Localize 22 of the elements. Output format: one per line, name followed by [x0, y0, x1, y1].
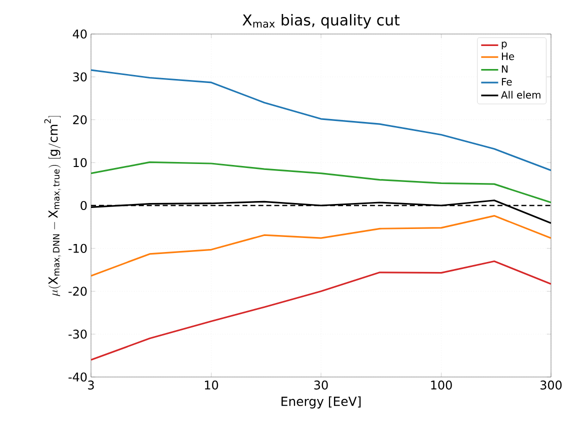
y-tick-label: 40 — [72, 29, 87, 39]
x-tick-label: 10 — [204, 380, 218, 390]
y-tick-label: -20 — [68, 286, 87, 296]
legend-label: N — [502, 65, 508, 73]
y-axis-title: $\mu(\mathrm{X}_{\mathrm{max,\,DNN}} - \mathrm{X}_{\mathrm{max,\,true}})\ [\mathrm{g/cm^{2}}]$ — [44, 116, 62, 296]
y-tick-label: 20 — [73, 115, 87, 124]
legend-label: p — [502, 42, 507, 50]
legend-label: Fe — [502, 78, 512, 86]
x-tick-label: 3 — [88, 380, 94, 390]
legend-label: He — [502, 52, 514, 60]
x-tick-label: 300 — [540, 380, 562, 390]
y-tick-label: 10 — [74, 158, 87, 168]
y-tick-label: -10 — [68, 244, 87, 253]
chart-title: X$_{max}$ bias, quality cut — [242, 14, 400, 29]
y-tick-label: -40 — [68, 372, 87, 382]
y-tick-label: -30 — [68, 330, 87, 339]
x-tick-label: 30 — [314, 380, 328, 390]
x-tick-label: 100 — [431, 380, 452, 390]
y-tick-label: 30 — [73, 72, 87, 82]
legend-label: All elem — [501, 90, 540, 99]
y-tick-label: 0 — [80, 200, 87, 210]
x-axis-title: Energy [EeV] — [282, 396, 361, 408]
